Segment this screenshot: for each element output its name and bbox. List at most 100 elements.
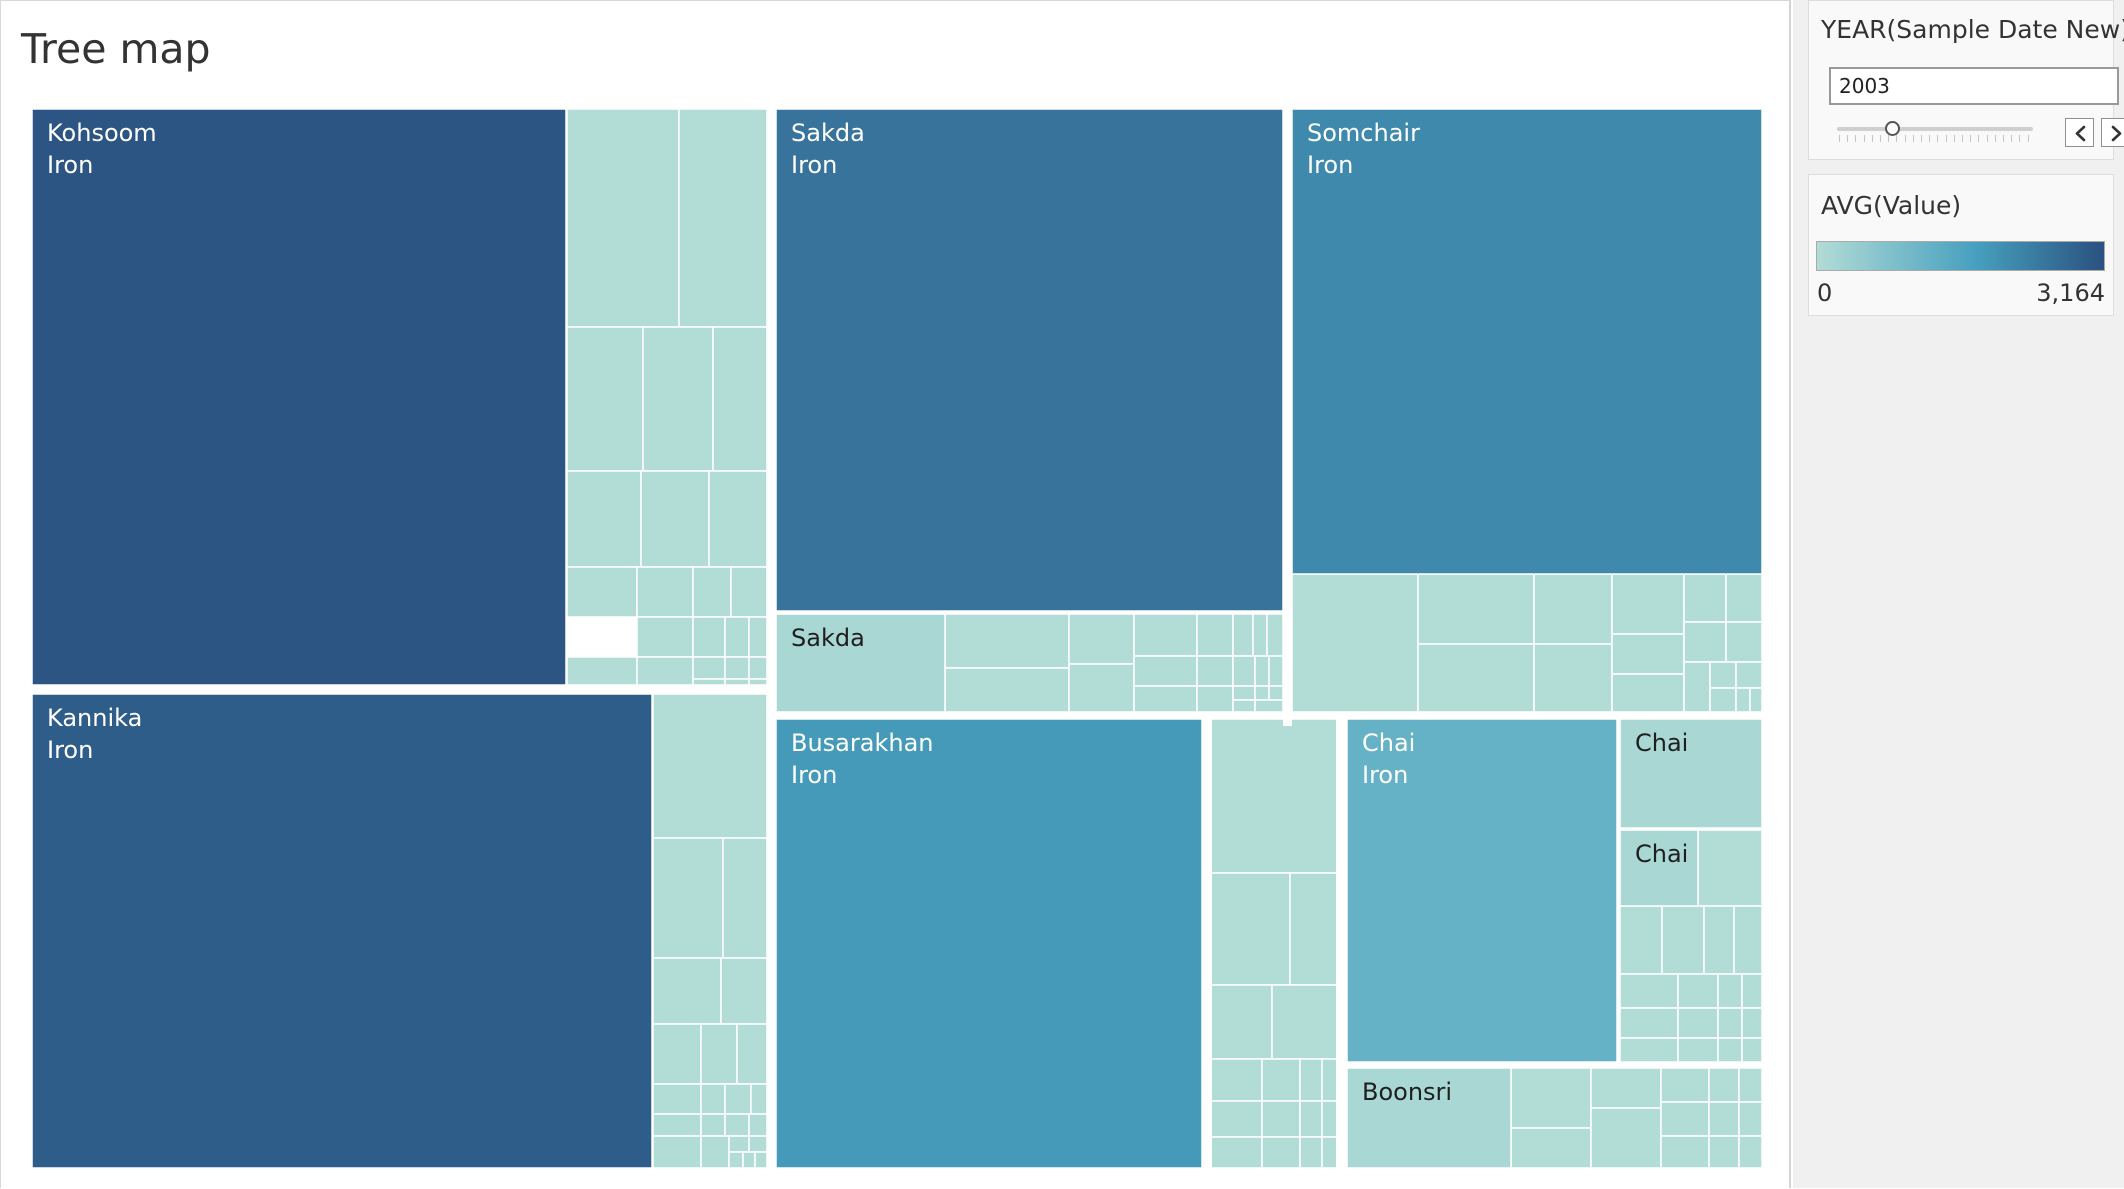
- treemap-cell[interactable]: [566, 470, 642, 568]
- treemap-cell[interactable]: [692, 656, 726, 680]
- treemap-cell[interactable]: [1660, 1067, 1710, 1103]
- treemap-cell[interactable]: [1299, 1136, 1323, 1169]
- treemap-cell[interactable]: [652, 1135, 702, 1169]
- slider-track[interactable]: [1837, 127, 2033, 131]
- treemap-cell[interactable]: [1291, 573, 1419, 713]
- treemap-cell[interactable]: [1619, 973, 1679, 1009]
- treemap-cell[interactable]: [728, 1135, 750, 1153]
- treemap-cell[interactable]: [700, 1113, 726, 1137]
- treemap-cell[interactable]: [1725, 573, 1763, 623]
- treemap-cell-sakda[interactable]: [775, 108, 1284, 612]
- treemap-cell[interactable]: [1611, 633, 1685, 675]
- treemap-cell[interactable]: [566, 566, 638, 618]
- treemap-cell[interactable]: [1703, 905, 1735, 975]
- treemap-cell[interactable]: [1261, 1058, 1301, 1102]
- treemap-cell[interactable]: [750, 1083, 768, 1115]
- treemap-cell[interactable]: [736, 1023, 768, 1085]
- treemap-cell[interactable]: [1709, 687, 1737, 713]
- treemap-cell[interactable]: [700, 1083, 726, 1115]
- treemap-cell[interactable]: [566, 656, 638, 686]
- treemap-cell[interactable]: [720, 957, 768, 1025]
- treemap-cell[interactable]: [1271, 984, 1341, 1060]
- treemap-cell[interactable]: [1268, 685, 1284, 701]
- treemap-cell[interactable]: [1068, 663, 1135, 713]
- treemap-cell[interactable]: [724, 1083, 752, 1115]
- treemap-cell[interactable]: [748, 1113, 768, 1137]
- treemap-cell-chai[interactable]: [1619, 829, 1699, 907]
- treemap-cell[interactable]: [1417, 643, 1535, 713]
- treemap-cell[interactable]: [1611, 573, 1685, 635]
- treemap-cell[interactable]: [730, 566, 768, 618]
- treemap-cell[interactable]: [1677, 1037, 1719, 1063]
- treemap-cell-chai[interactable]: [1346, 718, 1618, 1063]
- treemap-cell[interactable]: [636, 656, 694, 686]
- treemap-cell[interactable]: [652, 693, 768, 839]
- treemap-cell[interactable]: [1741, 1037, 1763, 1063]
- treemap-cell[interactable]: [1289, 872, 1341, 986]
- treemap-cell-boonsri[interactable]: [1346, 1067, 1512, 1169]
- treemap-cell[interactable]: [1735, 687, 1751, 713]
- treemap-cell[interactable]: [728, 1151, 744, 1169]
- treemap-cell[interactable]: [1201, 718, 1341, 874]
- treemap-cell[interactable]: [724, 1113, 750, 1137]
- treemap-cell[interactable]: [1738, 1101, 1763, 1137]
- treemap-cell[interactable]: [692, 616, 726, 658]
- treemap-cell[interactable]: [1738, 1067, 1763, 1103]
- treemap-cell-kannika[interactable]: [31, 693, 653, 1169]
- treemap-cell[interactable]: [1590, 1107, 1662, 1169]
- treemap-cell[interactable]: [724, 616, 750, 658]
- treemap-cell[interactable]: [1683, 621, 1727, 663]
- treemap-cell[interactable]: [1661, 905, 1705, 975]
- treemap-cell[interactable]: [944, 613, 1070, 669]
- treemap-cell[interactable]: [1417, 573, 1535, 645]
- treemap-cell[interactable]: [1232, 655, 1256, 687]
- previous-year-button[interactable]: [2065, 118, 2094, 147]
- treemap-cell[interactable]: [1717, 1007, 1743, 1039]
- treemap-cell[interactable]: [692, 678, 726, 686]
- treemap-cell[interactable]: [652, 1083, 702, 1115]
- treemap-cell[interactable]: [1741, 973, 1763, 1009]
- treemap-cell[interactable]: [1254, 685, 1270, 701]
- treemap-cell[interactable]: [1697, 829, 1763, 907]
- treemap-cell[interactable]: [1232, 699, 1256, 713]
- treemap-cell[interactable]: [1261, 1136, 1301, 1169]
- treemap-cell[interactable]: [1299, 1100, 1323, 1138]
- treemap-cell[interactable]: [1611, 673, 1685, 713]
- treemap-cell[interactable]: [748, 678, 768, 686]
- treemap-cell-kohsoom[interactable]: [31, 108, 567, 686]
- treemap-cell[interactable]: [1660, 1101, 1710, 1137]
- treemap-cell-somchair[interactable]: [1291, 108, 1763, 575]
- slider-thumb[interactable]: [1884, 121, 1900, 136]
- treemap-cell[interactable]: [636, 616, 694, 658]
- treemap-cell[interactable]: [1708, 1135, 1740, 1169]
- treemap-cell[interactable]: [642, 326, 714, 472]
- treemap-cell[interactable]: [724, 656, 750, 680]
- treemap-cell[interactable]: [1733, 905, 1763, 975]
- treemap-cell[interactable]: [1196, 655, 1234, 687]
- treemap-cell[interactable]: [652, 1023, 702, 1085]
- treemap-cell[interactable]: [700, 1135, 730, 1169]
- treemap-cell[interactable]: [1683, 661, 1711, 713]
- treemap-cell[interactable]: [1201, 872, 1291, 986]
- treemap-cell[interactable]: [1133, 655, 1198, 687]
- treemap-cell[interactable]: [1299, 1058, 1323, 1102]
- treemap-cell[interactable]: [1619, 1037, 1679, 1063]
- treemap-cell[interactable]: [1708, 1101, 1740, 1137]
- treemap-cell[interactable]: [1510, 1067, 1592, 1129]
- treemap-cell[interactable]: [652, 957, 722, 1025]
- treemap-cell[interactable]: [1533, 573, 1613, 645]
- treemap-cell[interactable]: [1619, 1007, 1679, 1039]
- treemap-cell[interactable]: [1254, 655, 1270, 687]
- treemap-cell-chai[interactable]: [1619, 718, 1763, 829]
- treemap-cell[interactable]: [748, 616, 768, 658]
- year-slider[interactable]: [1837, 115, 2033, 147]
- treemap-cell[interactable]: [724, 678, 750, 686]
- treemap-cell[interactable]: [1232, 613, 1254, 657]
- treemap-cell[interactable]: [944, 667, 1070, 713]
- treemap-cell-sakda[interactable]: [775, 613, 946, 713]
- treemap-cell[interactable]: [1660, 1135, 1710, 1169]
- treemap-cell[interactable]: [1749, 687, 1763, 713]
- treemap-cell[interactable]: [1133, 685, 1198, 713]
- treemap-cell[interactable]: [636, 566, 694, 618]
- treemap-cell[interactable]: [652, 1113, 702, 1137]
